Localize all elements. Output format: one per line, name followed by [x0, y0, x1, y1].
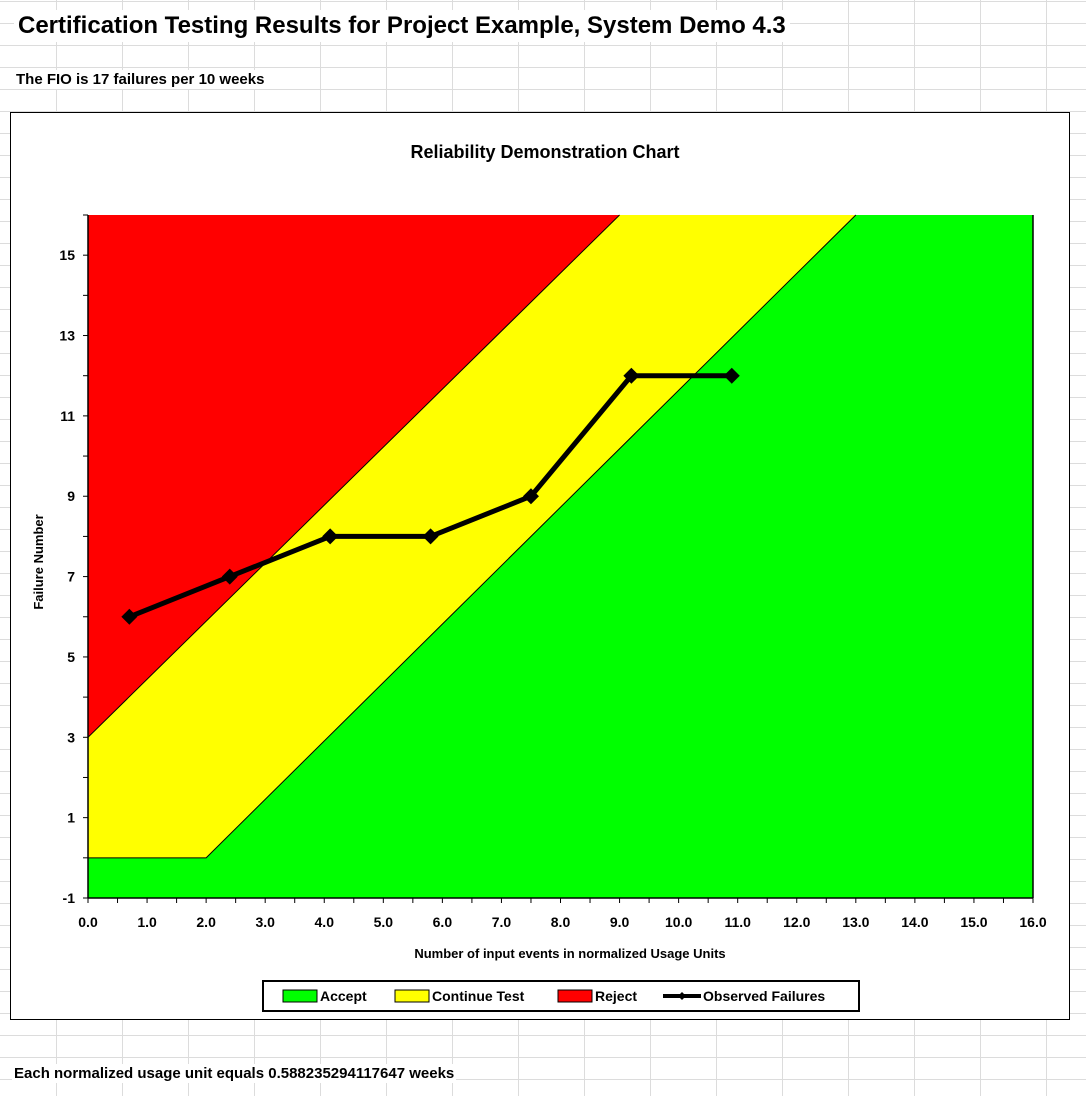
legend-label: Continue Test [432, 988, 525, 1004]
x-tick-label: 13.0 [842, 914, 869, 930]
x-tick-label: 2.0 [196, 914, 216, 930]
y-tick-label: 5 [67, 649, 75, 665]
chart-legend: Accept Continue Test Reject Observed Failur… [262, 980, 860, 1012]
x-axis-label: Number of input events in normalized Usa… [414, 946, 725, 961]
chart-title: Reliability Demonstration Chart [410, 142, 679, 162]
observed-failure-point [121, 608, 138, 625]
accept-boundary-line [88, 214, 857, 859]
y-tick-label: 15 [59, 247, 75, 263]
x-tick-label: 10.0 [665, 914, 692, 930]
y-tick-label: 3 [67, 729, 75, 745]
x-tick-label: 8.0 [551, 914, 571, 930]
x-tick-label: 0.0 [78, 914, 98, 930]
y-axis-label: Failure Number [31, 514, 46, 609]
page-heading: Certification Testing Results for Projec… [14, 10, 790, 42]
x-tick-label: 5.0 [374, 914, 394, 930]
observed-failure-point [322, 528, 339, 545]
y-tick-label: 13 [59, 328, 75, 344]
observed-failure-point [723, 367, 740, 384]
x-tick-label: 7.0 [492, 914, 512, 930]
usage-unit-note: Each normalized usage unit equals 0.5882… [12, 1064, 457, 1083]
x-tick-label: 16.0 [1019, 914, 1046, 930]
regions-layer [88, 215, 1033, 898]
y-tick-label: 1 [67, 810, 75, 826]
legend-label: Accept [320, 988, 367, 1004]
x-tick-label: 1.0 [137, 914, 157, 930]
legend-label: Observed Failures [703, 988, 825, 1004]
legend-swatch [394, 989, 430, 1003]
x-tick-label: 15.0 [960, 914, 987, 930]
reliability-chart-svg: Reliability Demonstration Chart -1135791… [31, 142, 1047, 1012]
legend-swatch [557, 989, 593, 1003]
x-tick-label: 12.0 [783, 914, 810, 930]
chart-container[interactable]: Reliability Demonstration Chart -1 1 3 5 7 9 1… [10, 112, 1070, 1020]
y-tick-label: 9 [67, 488, 75, 504]
legend-label: Reject [595, 988, 637, 1004]
y-tick-label: 11 [60, 408, 75, 424]
y-tick-label: 7 [67, 569, 75, 585]
observed-failure-point [221, 568, 238, 585]
legend-swatch [282, 989, 318, 1003]
x-tick-label: 3.0 [255, 914, 275, 930]
observed-failure-point [422, 528, 439, 545]
x-tick-label: 14.0 [901, 914, 928, 930]
fio-note: The FIO is 17 failures per 10 weeks [14, 70, 267, 89]
boundary-layer [87, 214, 857, 859]
x-tick-label: 4.0 [315, 914, 335, 930]
series-layer [121, 367, 740, 625]
observed-failure-point [623, 367, 640, 384]
x-tick-label: 6.0 [433, 914, 453, 930]
legend-marker [678, 992, 686, 1000]
reject-boundary-line [87, 214, 620, 738]
x-tick-label: 9.0 [610, 914, 630, 930]
observed-failure-point [522, 488, 539, 505]
y-tick-label: -1 [63, 890, 76, 906]
x-tick-label: 11.0 [724, 914, 751, 930]
